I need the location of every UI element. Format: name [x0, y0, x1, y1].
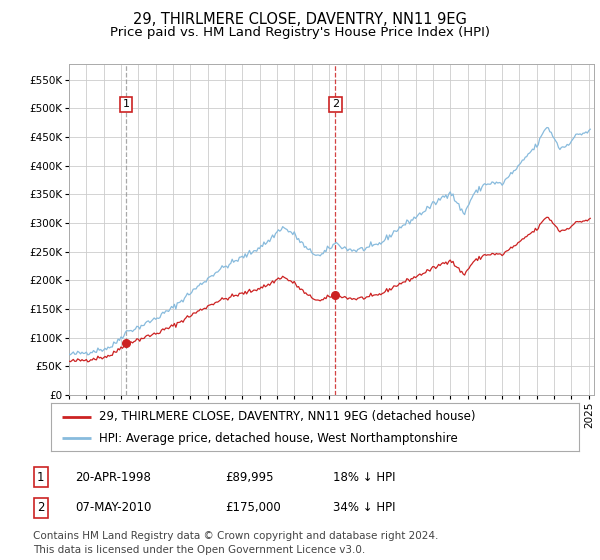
Text: 20-APR-1998: 20-APR-1998 [75, 470, 151, 484]
Text: £175,000: £175,000 [225, 501, 281, 515]
Text: 2: 2 [37, 501, 44, 515]
Text: This data is licensed under the Open Government Licence v3.0.: This data is licensed under the Open Gov… [33, 545, 365, 555]
Text: 2: 2 [332, 100, 339, 110]
Text: 1: 1 [122, 100, 130, 110]
Text: 29, THIRLMERE CLOSE, DAVENTRY, NN11 9EG: 29, THIRLMERE CLOSE, DAVENTRY, NN11 9EG [133, 12, 467, 27]
Text: 29, THIRLMERE CLOSE, DAVENTRY, NN11 9EG (detached house): 29, THIRLMERE CLOSE, DAVENTRY, NN11 9EG … [98, 410, 475, 423]
Text: Price paid vs. HM Land Registry's House Price Index (HPI): Price paid vs. HM Land Registry's House … [110, 26, 490, 39]
Text: £89,995: £89,995 [225, 470, 274, 484]
Text: 18% ↓ HPI: 18% ↓ HPI [333, 470, 395, 484]
Text: Contains HM Land Registry data © Crown copyright and database right 2024.: Contains HM Land Registry data © Crown c… [33, 531, 439, 541]
Text: HPI: Average price, detached house, West Northamptonshire: HPI: Average price, detached house, West… [98, 432, 457, 445]
Text: 34% ↓ HPI: 34% ↓ HPI [333, 501, 395, 515]
Text: 07-MAY-2010: 07-MAY-2010 [75, 501, 151, 515]
Text: 1: 1 [37, 470, 44, 484]
